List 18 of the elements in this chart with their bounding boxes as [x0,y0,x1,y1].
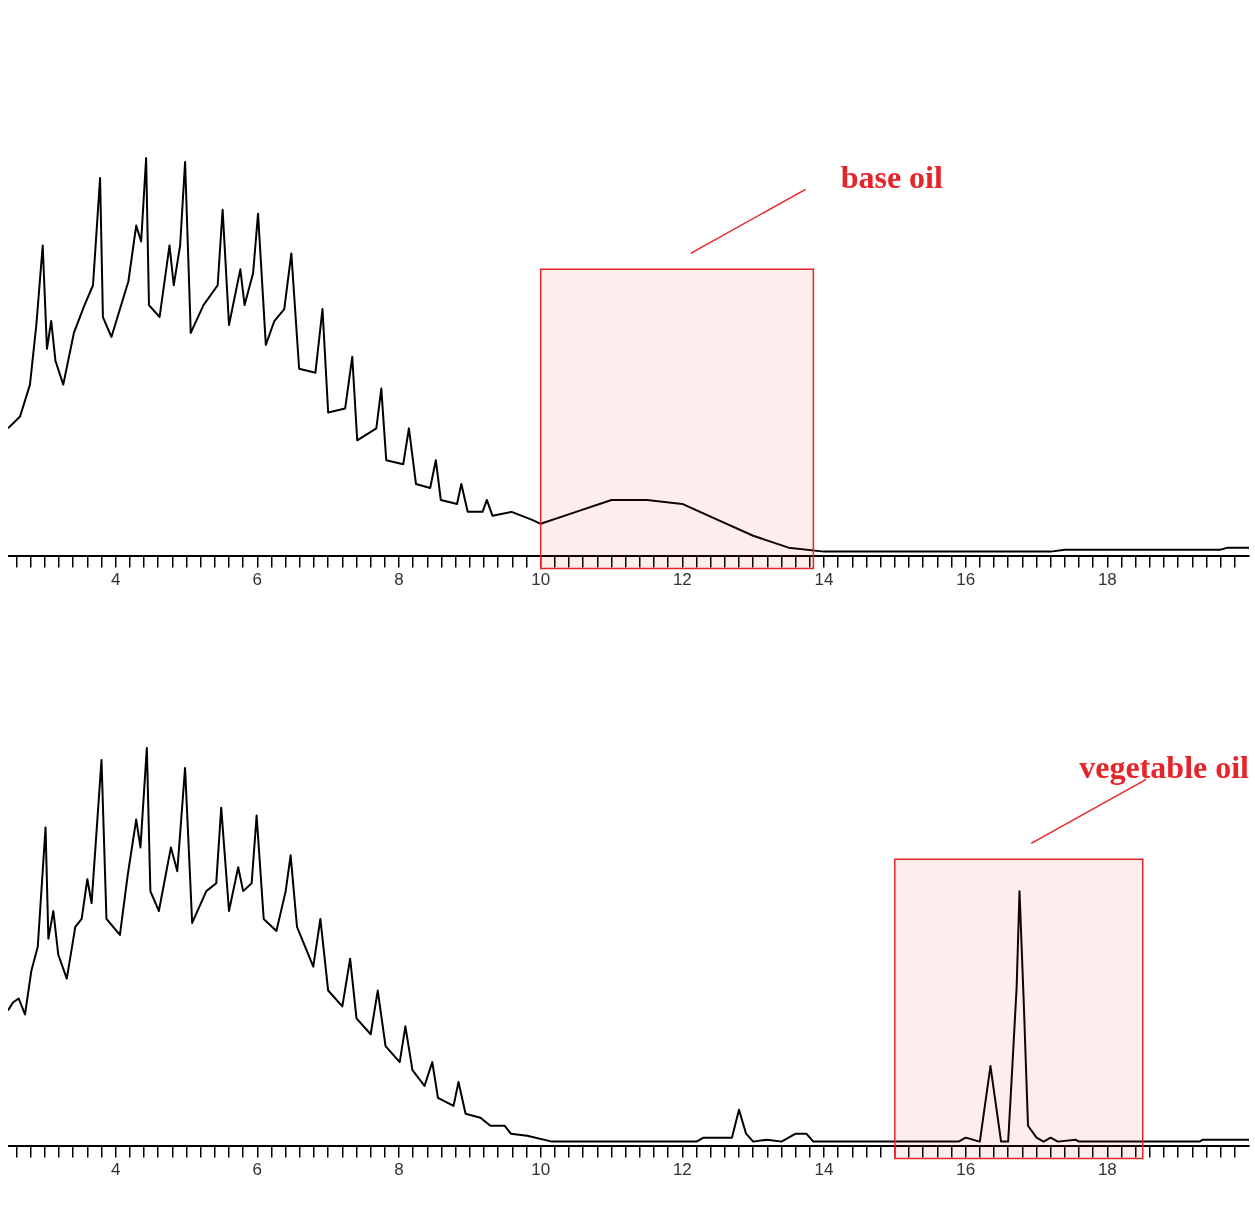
x-tick-label: 12 [672,570,692,590]
x-tick-label: 6 [252,1160,263,1180]
x-tick-label: 4 [110,1160,121,1180]
x-tick-label: 4 [110,570,121,590]
x-tick-label: 16 [956,570,976,590]
band-label: base oil [840,158,943,195]
x-tick-label: 6 [252,570,263,590]
x-tick-label: 18 [1097,570,1117,590]
x-tick-label: 10 [531,1160,551,1180]
x-tick-label: 10 [531,570,551,590]
x-tick-label: 12 [672,1160,692,1180]
x-tick-label: 16 [956,1160,976,1180]
x-tick-label: 8 [394,1160,404,1180]
band-label: vegetable oil [1079,748,1250,785]
x-tick-label: 8 [394,570,404,590]
x-tick-label: 14 [814,1160,834,1180]
x-tick-label: 14 [814,570,834,590]
x-tick-label: 18 [1097,1160,1117,1180]
